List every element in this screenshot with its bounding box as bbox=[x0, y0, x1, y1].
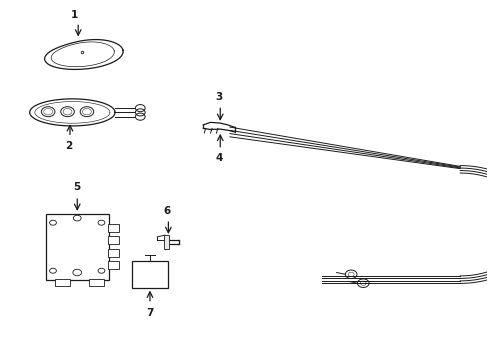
Bar bbox=[89, 279, 103, 286]
Text: 3: 3 bbox=[215, 93, 222, 103]
Text: 7: 7 bbox=[146, 307, 153, 318]
Text: 4: 4 bbox=[215, 153, 222, 163]
Bar bbox=[108, 261, 119, 269]
Bar bbox=[131, 261, 168, 288]
Bar bbox=[108, 224, 119, 231]
Text: 2: 2 bbox=[65, 141, 72, 151]
Bar bbox=[108, 236, 119, 244]
FancyBboxPatch shape bbox=[163, 235, 169, 249]
Text: 1: 1 bbox=[71, 10, 78, 20]
Text: 5: 5 bbox=[74, 182, 81, 192]
Bar bbox=[108, 249, 119, 257]
Text: 6: 6 bbox=[163, 206, 170, 216]
Bar bbox=[45, 214, 108, 280]
Bar bbox=[55, 279, 70, 286]
